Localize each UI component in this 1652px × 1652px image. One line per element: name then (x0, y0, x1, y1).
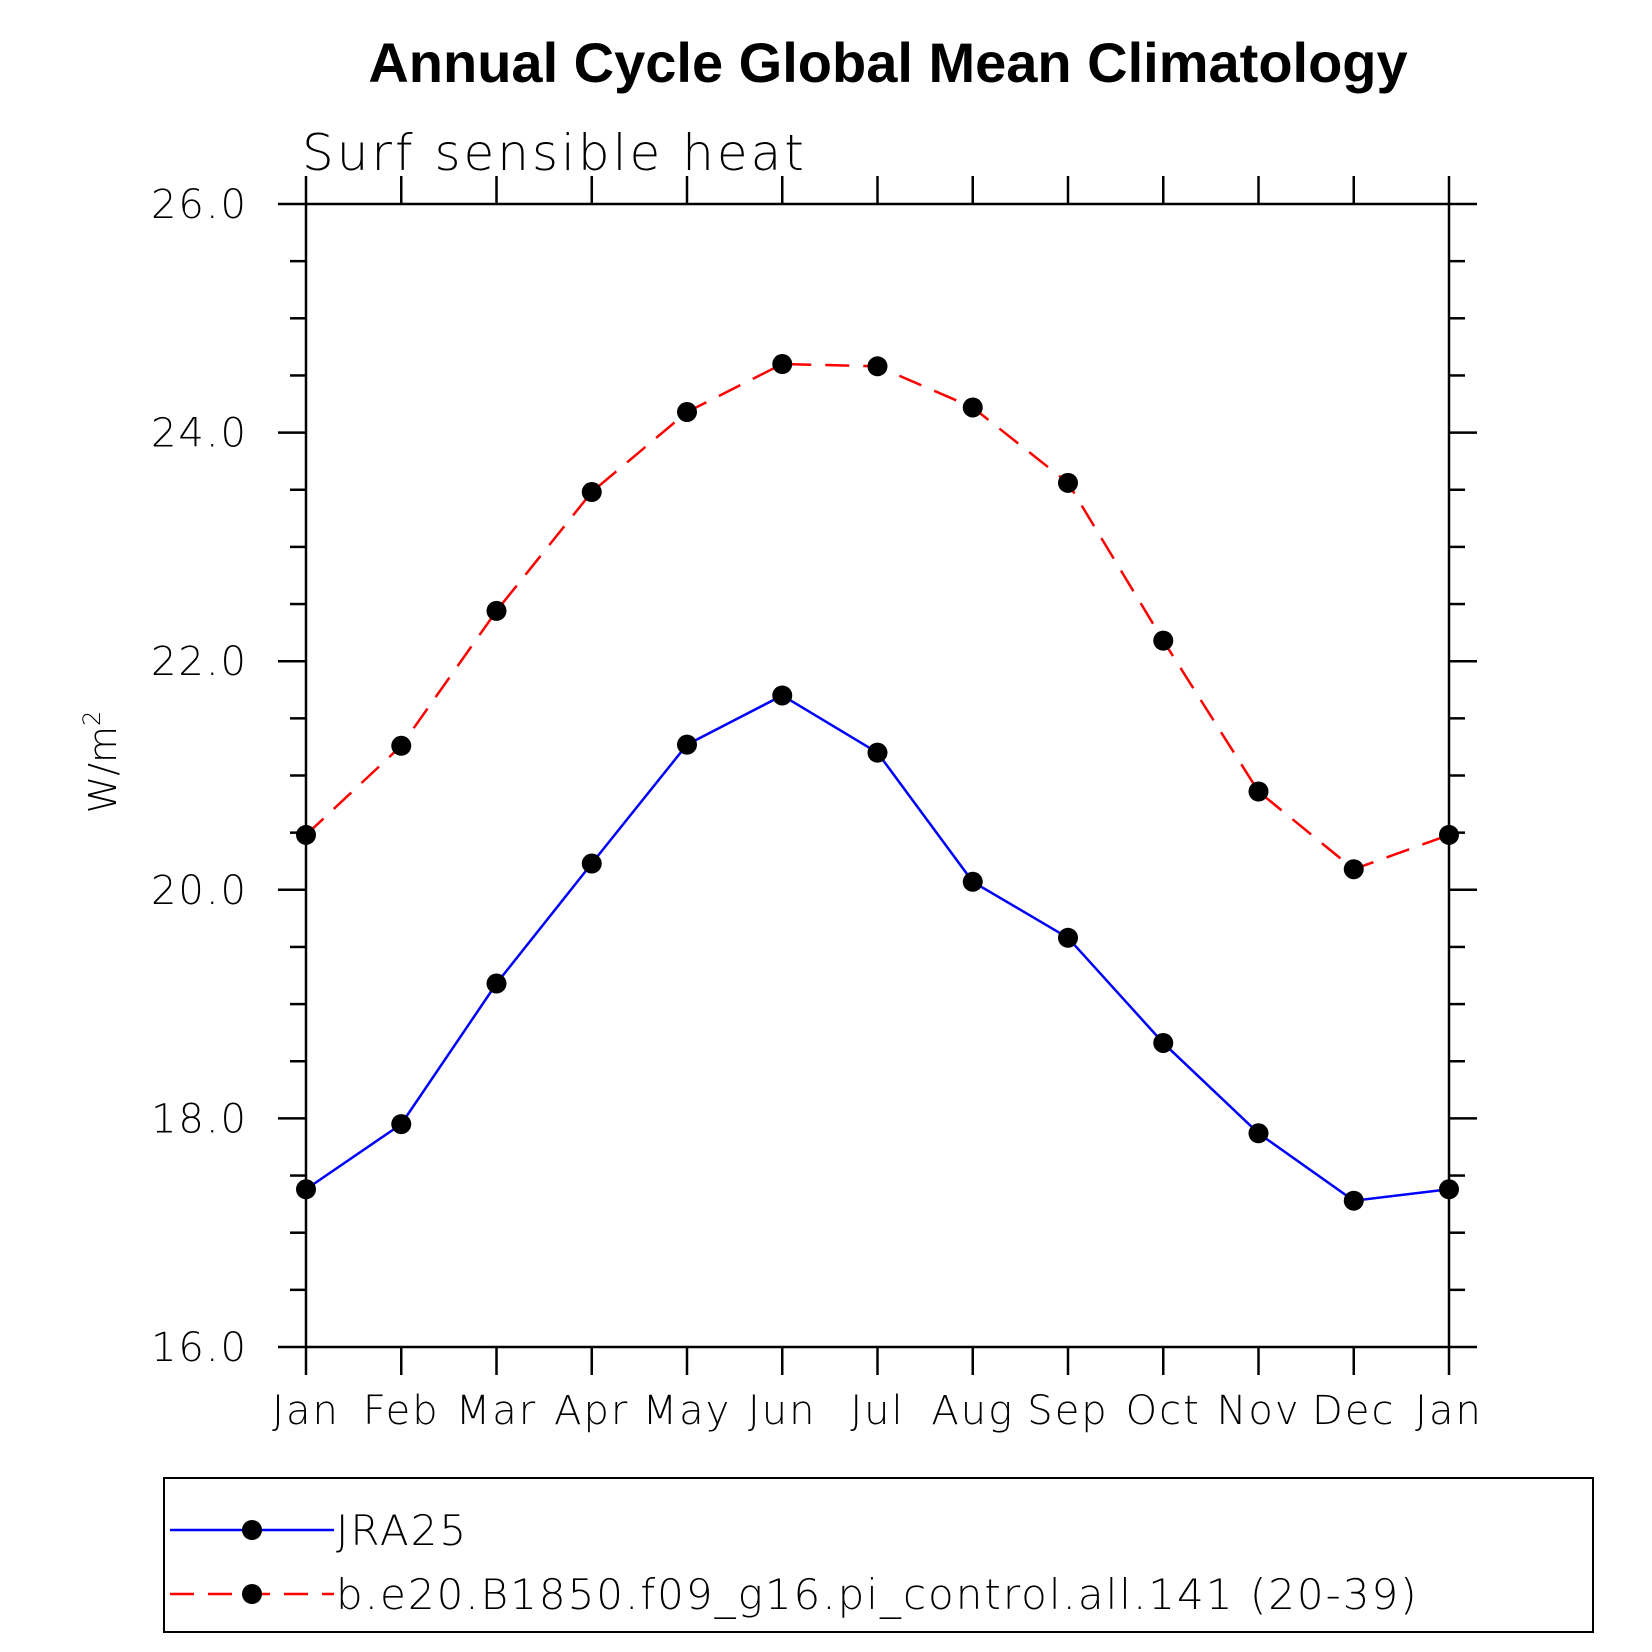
series-1 (296, 685, 1459, 1211)
data-point (772, 685, 793, 706)
y-tick-label: 24.0 (151, 411, 248, 457)
y-tick-label: 20.0 (151, 868, 248, 914)
data-point (391, 735, 412, 756)
y-tick-label: 18.0 (151, 1096, 248, 1142)
x-tick-label: Nov (1216, 1388, 1300, 1434)
data-point (1248, 1123, 1269, 1144)
y-tick-label: 26.0 (151, 182, 248, 228)
series-line (305, 694, 1450, 1202)
x-tick-label: Mar (456, 1388, 537, 1434)
x-tick-label: Apr (554, 1388, 629, 1434)
x-tick-label: Jul (850, 1388, 904, 1434)
legend-marker (242, 1520, 262, 1540)
series-2 (296, 354, 1459, 880)
plot-series (296, 354, 1459, 1211)
y-tick-label: 16.0 (151, 1325, 248, 1371)
data-point (1153, 1032, 1174, 1053)
y-axis-label-superscript: 2 (78, 711, 106, 726)
data-point (677, 734, 697, 755)
data-point (962, 397, 983, 418)
x-axis: Jan Feb Mar Apr May Jun Jul Aug Sep Oct Nov Dec Jan (272, 176, 1483, 1434)
data-point (391, 1114, 412, 1135)
data-point (867, 742, 888, 763)
svg-text:W/m2: W/m2 (78, 711, 125, 814)
legend-box (163, 1477, 1594, 1633)
data-point (1058, 927, 1078, 948)
x-tick-label: Jan (272, 1388, 340, 1434)
y-axis: 16.0 18.0 20.0 22.0 24.0 26.0 (151, 182, 1477, 1371)
x-tick-label: Jun (748, 1388, 817, 1434)
legend-entry: b.e20.B1850.f09_g16.pi_control.all.141 (… (170, 1570, 1419, 1619)
data-point (677, 402, 697, 423)
legend-label: b.e20.B1850.f09_g16.pi_control.all.141 (… (336, 1570, 1419, 1619)
x-tick-label: May (643, 1388, 732, 1434)
x-tick-label: Aug (931, 1388, 1014, 1434)
data-point (486, 973, 507, 994)
data-point (486, 600, 507, 621)
y-axis-label: W/m2 (78, 711, 125, 814)
data-point (1058, 472, 1078, 493)
legend-entry: JRA25 (170, 1506, 468, 1555)
data-point (1153, 630, 1174, 651)
x-tick-label: Jan (1415, 1388, 1483, 1434)
x-tick-label: Sep (1027, 1388, 1108, 1434)
data-point (772, 354, 793, 375)
data-point (1343, 1190, 1364, 1211)
data-point (867, 356, 888, 377)
x-tick-label: Oct (1126, 1388, 1201, 1434)
data-point (1248, 781, 1269, 802)
data-point (581, 853, 602, 874)
x-tick-label: Feb (363, 1388, 440, 1434)
y-tick-label: 22.0 (151, 639, 248, 685)
legend: JRA25 b.e20.B1850.f09_g16.pi_control.all.… (163, 1477, 1594, 1633)
data-point (1343, 859, 1364, 880)
data-point (581, 482, 602, 503)
y-axis-label-text: W/m (81, 726, 125, 813)
data-point (962, 871, 983, 892)
series-line (305, 362, 1450, 871)
legend-label: JRA25 (336, 1506, 468, 1555)
chart-subtitle: Surf sensible heat (302, 124, 807, 182)
x-tick-label: Dec (1312, 1388, 1395, 1434)
chart-title: Annual Cycle Global Mean Climatology (368, 31, 1407, 94)
plot-frame (304, 202, 1451, 1349)
legend-marker (242, 1584, 262, 1604)
